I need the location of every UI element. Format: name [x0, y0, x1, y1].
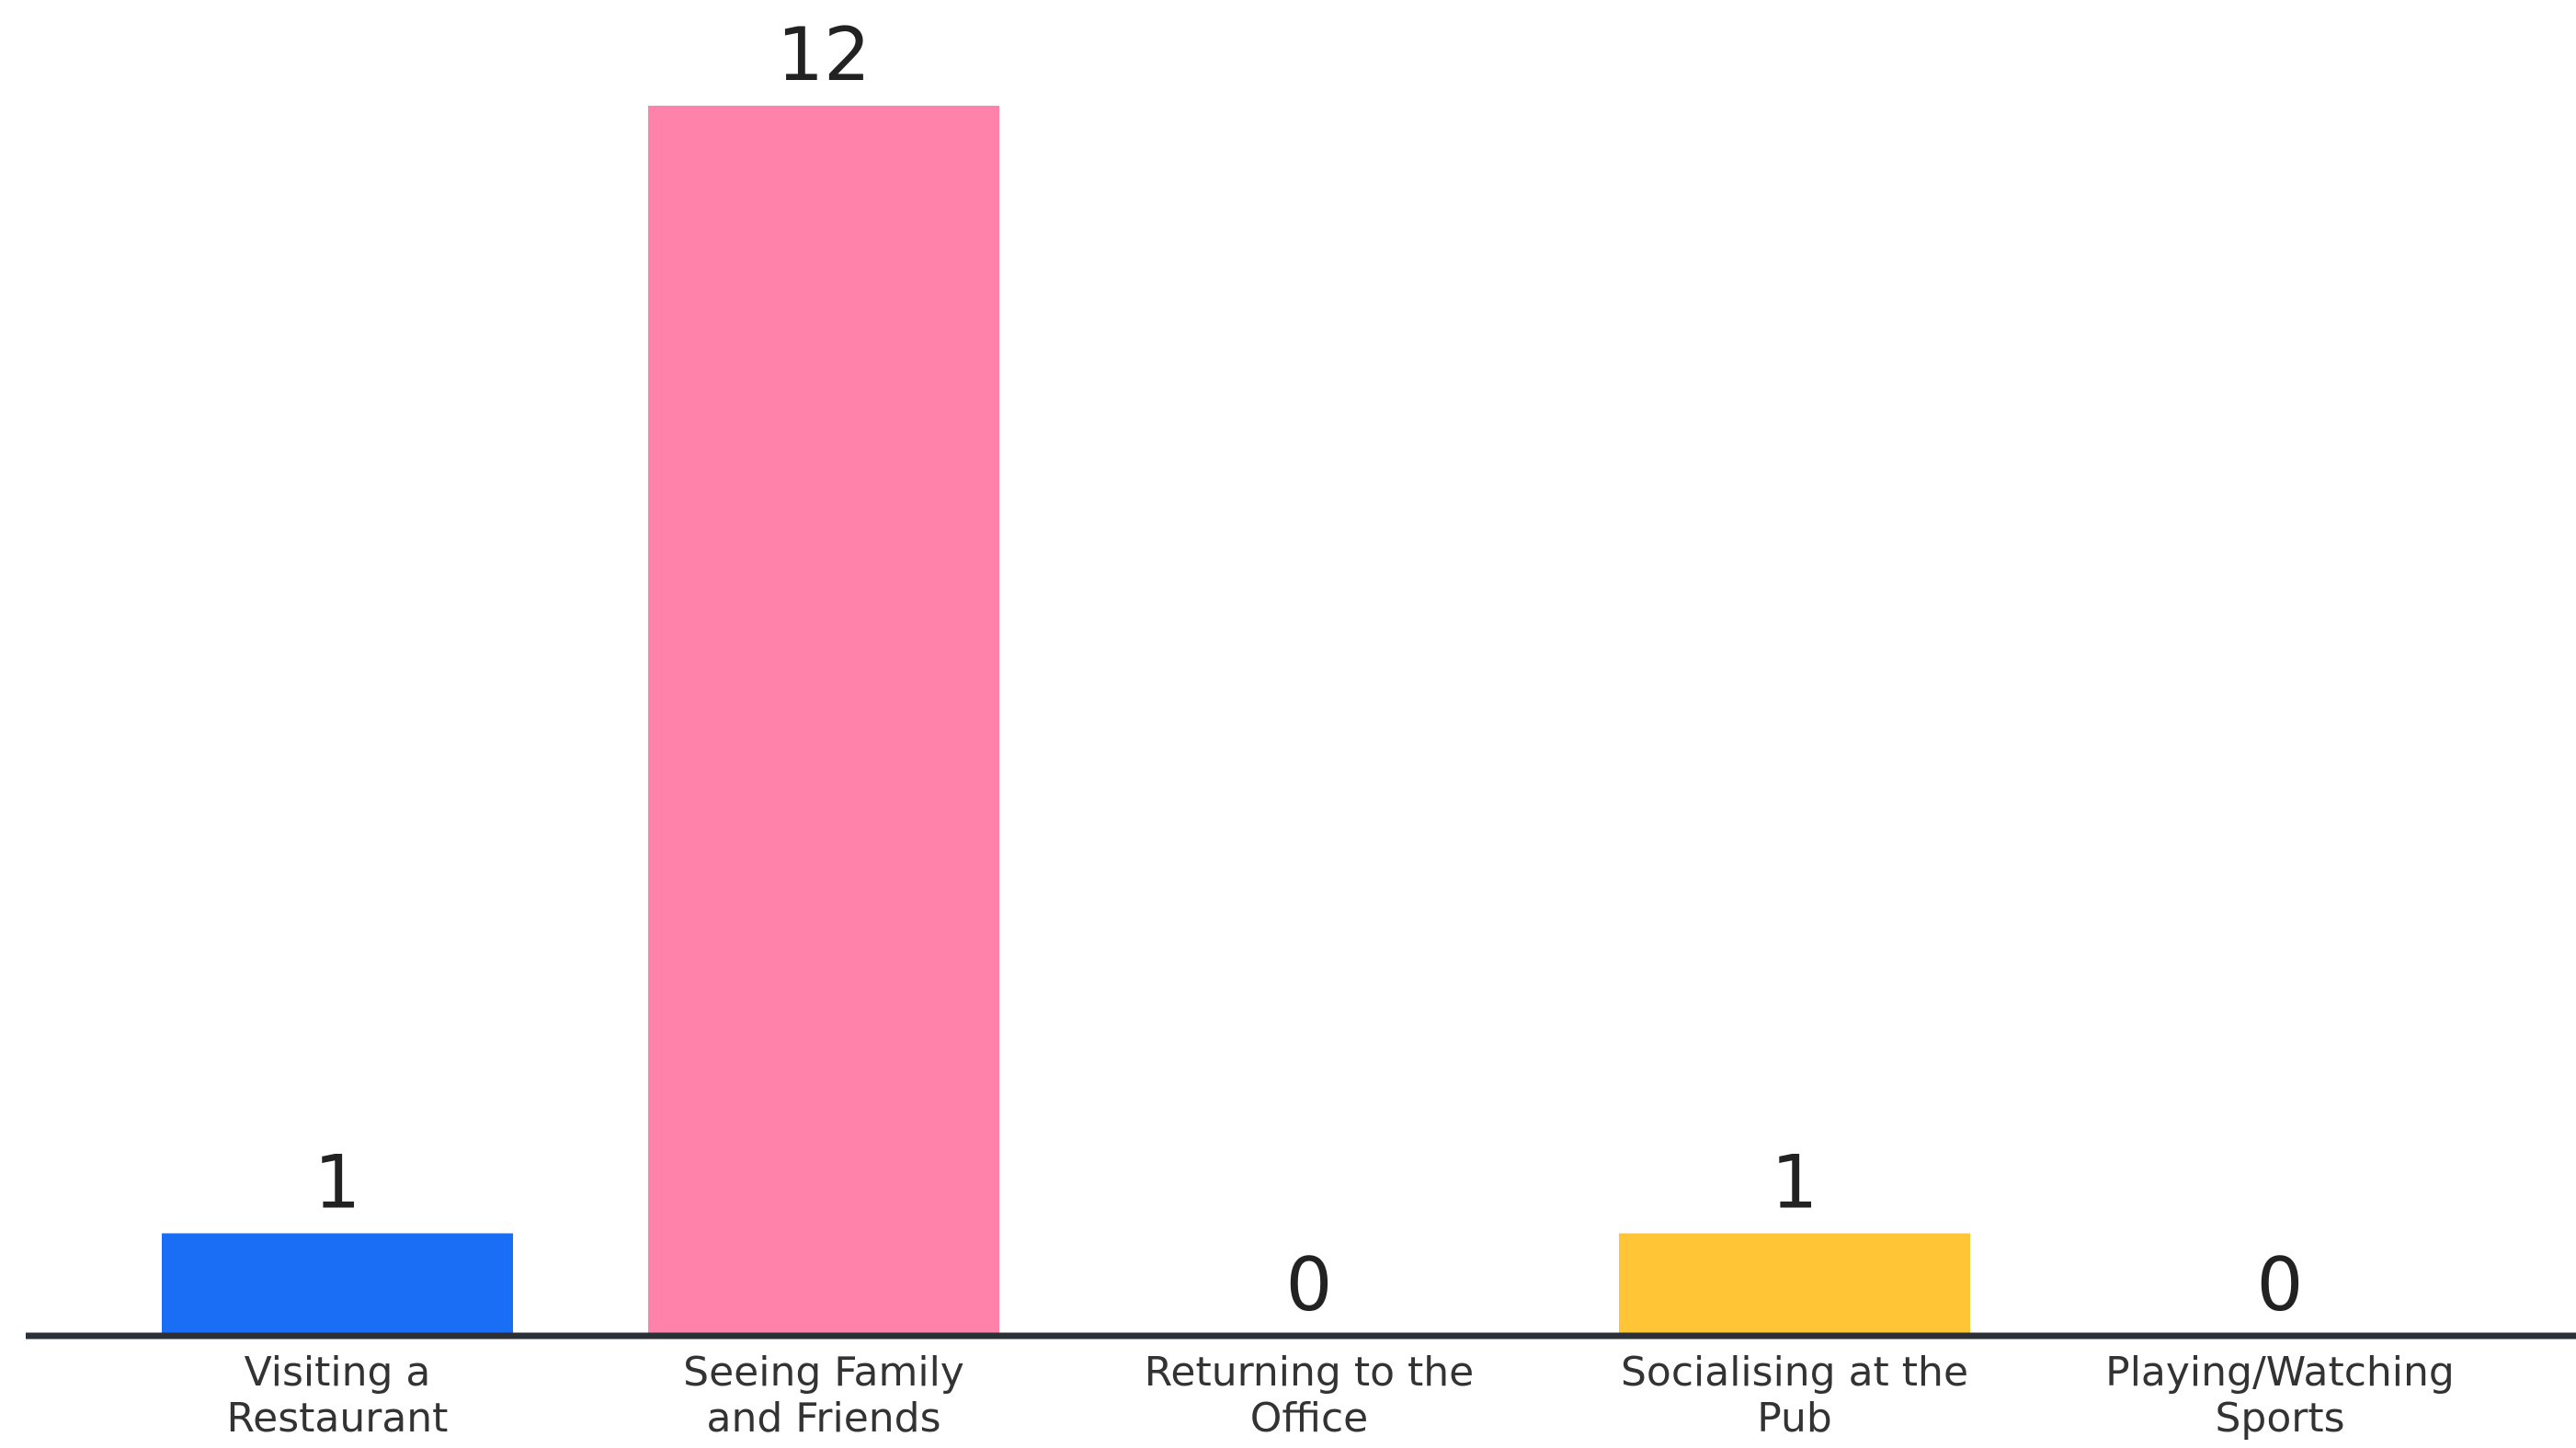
category-label-3-line-0: Socialising at the: [1621, 1349, 1968, 1396]
category-label-2-line-1: Office: [1250, 1395, 1368, 1442]
value-label-4: 0: [2257, 1242, 2304, 1328]
category-label-1-line-1: and Friends: [707, 1395, 941, 1442]
category-label-0-line-1: Restaurant: [227, 1395, 449, 1442]
category-label-4-line-0: Playing/Watching: [2105, 1349, 2455, 1396]
bar-0: [162, 1233, 513, 1336]
bar-1: [648, 106, 999, 1336]
category-label-2-line-0: Returning to the: [1145, 1349, 1474, 1396]
value-label-1: 12: [777, 12, 871, 97]
value-label-2: 0: [1286, 1242, 1333, 1328]
bar-3: [1619, 1233, 1970, 1336]
value-label-3: 1: [1772, 1140, 1818, 1226]
category-label-0-line-0: Visiting a: [245, 1349, 431, 1396]
category-label-1-line-0: Seeing Family: [683, 1349, 964, 1396]
value-label-0: 1: [314, 1140, 361, 1226]
category-label-4-line-1: Sports: [2215, 1395, 2344, 1442]
category-label-3-line-1: Pub: [1757, 1395, 1832, 1442]
